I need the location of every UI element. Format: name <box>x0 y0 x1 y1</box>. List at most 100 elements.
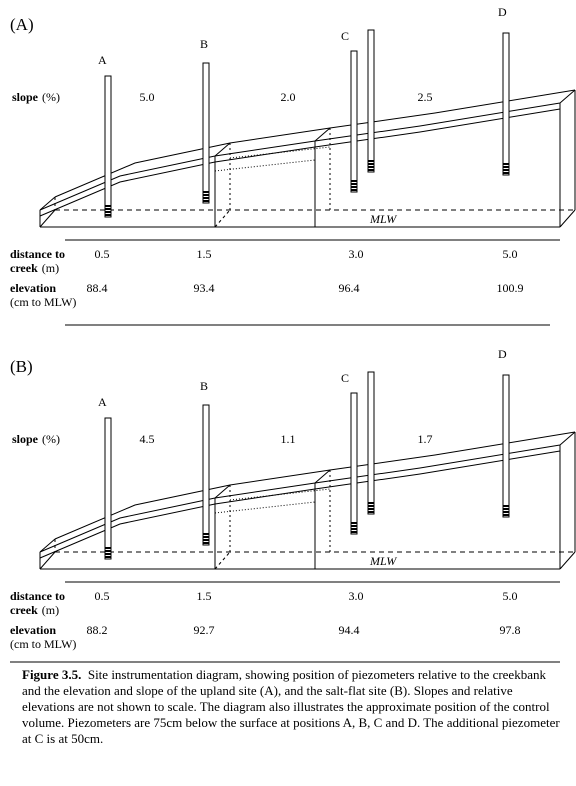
piezometer-screen <box>105 208 111 210</box>
mlw-label: MLW <box>369 554 397 568</box>
elevation-value: 100.9 <box>497 281 524 295</box>
piezometer <box>350 392 358 535</box>
distance-value: 5.0 <box>503 589 518 603</box>
distance-title: creek <box>10 261 38 275</box>
slope-title: slope <box>12 90 39 104</box>
piezometer-screen <box>351 186 357 188</box>
line <box>214 142 231 157</box>
elevation-label: elevation <box>10 281 56 295</box>
line <box>559 89 576 104</box>
caption-text: Site instrumentation diagram, showing po… <box>22 667 560 746</box>
piezometer <box>367 371 375 515</box>
piezometer-screen <box>503 508 509 510</box>
piezometer-screen <box>351 189 357 191</box>
elevation-value: 97.8 <box>500 623 521 637</box>
piezometer-screen <box>105 214 111 216</box>
line <box>39 538 56 553</box>
line <box>39 196 56 211</box>
line <box>214 484 231 499</box>
piezometer-screen <box>503 514 509 516</box>
piezometer-screen <box>105 550 111 552</box>
distance-label: distance to <box>10 247 65 261</box>
slope-value: 1.1 <box>281 432 296 446</box>
piezometer-screen <box>368 169 374 171</box>
distance-value: 3.0 <box>349 589 364 603</box>
slope-value: 4.5 <box>140 432 155 446</box>
piezometer <box>202 404 210 546</box>
caption-label: Figure 3.5. <box>22 667 82 682</box>
line <box>54 89 576 198</box>
piezometer-screen <box>351 528 357 530</box>
caption: Figure 3.5. Site instrumentation diagram… <box>22 667 562 747</box>
piezometer-screen <box>351 525 357 527</box>
piezometer-screen <box>503 511 509 513</box>
piezometer-screen <box>105 553 111 555</box>
distance-unit: (m) <box>42 603 59 617</box>
slope-unit: (%) <box>42 432 60 446</box>
line <box>39 209 56 228</box>
line <box>314 127 331 142</box>
distance-value: 0.5 <box>95 247 110 261</box>
line <box>214 551 231 570</box>
piezometer-screen <box>203 533 209 535</box>
piezometer-screen <box>368 163 374 165</box>
piezometer-screen <box>351 522 357 524</box>
piezometer-screen <box>351 531 357 533</box>
piezometer <box>202 62 210 204</box>
piezometer-screen <box>368 511 374 513</box>
piezometer-screen <box>368 505 374 507</box>
distance-label2: creek (m) <box>10 261 59 275</box>
distance-value: 0.5 <box>95 589 110 603</box>
distance-value: 1.5 <box>197 589 212 603</box>
distance-label: distance to <box>10 589 65 603</box>
line <box>559 209 576 228</box>
elevation-value: 88.2 <box>87 623 108 637</box>
distance-value: 1.5 <box>197 247 212 261</box>
piezometer-screen <box>503 169 509 171</box>
piezometer-screen <box>105 547 111 549</box>
piezometer-label: C <box>341 371 349 385</box>
elevation-value: 88.4 <box>87 281 108 295</box>
mlw-label: MLW <box>369 212 397 226</box>
piezometer-screen <box>105 211 111 213</box>
piezometer-label: D <box>498 5 507 19</box>
piezometer-screen <box>351 183 357 185</box>
line <box>214 159 316 172</box>
piezometer-label: B <box>200 37 208 51</box>
elevation-unit: (cm to MLW) <box>10 637 76 651</box>
piezometer <box>367 29 375 173</box>
slope-value: 2.5 <box>418 90 433 104</box>
piezometer-screen <box>351 180 357 182</box>
piezometer-screen <box>368 160 374 162</box>
piezometer-screen <box>503 172 509 174</box>
line <box>54 431 576 540</box>
piezometer-label: A <box>98 395 107 409</box>
piezometer-screen <box>203 194 209 196</box>
elevation-value: 93.4 <box>194 281 215 295</box>
piezometer-screen <box>368 502 374 504</box>
line <box>559 551 576 570</box>
piezometer <box>104 75 112 218</box>
piezometer-label: C <box>341 29 349 43</box>
slope-label: slope (%) <box>12 432 60 446</box>
piezometer-screen <box>203 191 209 193</box>
piezometer-screen <box>203 542 209 544</box>
piezometer-label: A <box>98 53 107 67</box>
elevation-value: 92.7 <box>194 623 215 637</box>
piezometer-screen <box>503 166 509 168</box>
elevation-unit: (cm to MLW) <box>10 295 76 309</box>
distance-title: creek <box>10 603 38 617</box>
piezometer-screen <box>368 508 374 510</box>
piezometer <box>350 50 358 193</box>
piezometer-screen <box>368 166 374 168</box>
slope-value: 2.0 <box>281 90 296 104</box>
panel-label: (A) <box>10 15 34 34</box>
piezometer-screen <box>203 197 209 199</box>
elevation-value: 96.4 <box>339 281 360 295</box>
slope-unit: (%) <box>42 90 60 104</box>
line <box>214 209 231 228</box>
slope-value: 5.0 <box>140 90 155 104</box>
slope-value: 1.7 <box>418 432 433 446</box>
line <box>39 444 561 553</box>
